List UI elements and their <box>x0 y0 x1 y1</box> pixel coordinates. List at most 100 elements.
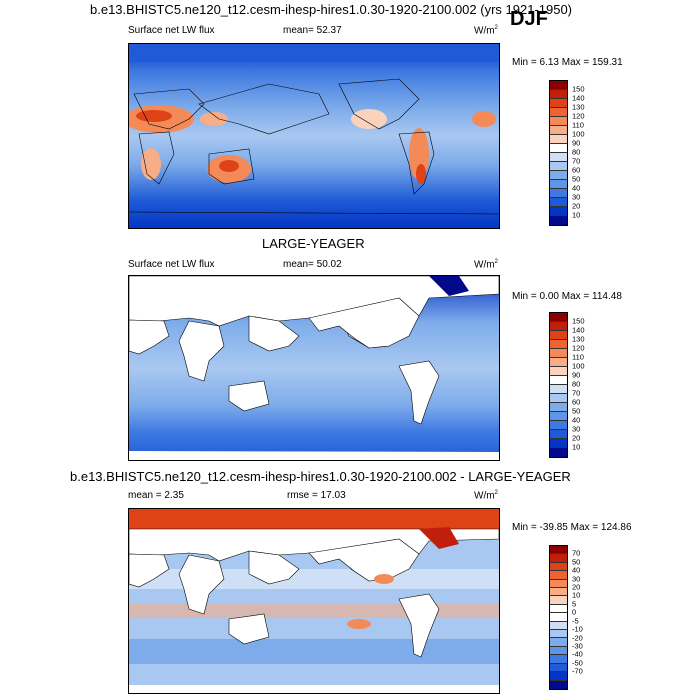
colorbar-swatch <box>550 135 567 144</box>
panel3-map-field <box>129 509 499 693</box>
panel3-map <box>128 508 500 694</box>
colorbar-tick-label: 130 <box>572 334 585 344</box>
panel2-map-field <box>129 276 499 460</box>
colorbar-swatch <box>550 376 567 385</box>
colorbar-tick-label: 50 <box>572 174 581 184</box>
colorbar-swatch <box>550 621 567 631</box>
colorbar-swatch <box>550 207 567 216</box>
colorbar-swatch <box>550 162 567 171</box>
colorbar-tick-label: 5 <box>572 599 577 609</box>
panel1-colorbar <box>549 80 568 226</box>
panel1-left-label: Surface net LW flux <box>128 25 215 36</box>
colorbar-tick-label: 90 <box>572 138 581 148</box>
colorbar-swatch <box>550 331 567 340</box>
colorbar-swatch <box>550 663 567 673</box>
colorbar-swatch <box>550 638 567 647</box>
colorbar-tick-label: 140 <box>572 93 585 103</box>
colorbar-tick-label: 120 <box>572 343 585 353</box>
panel2-title: LARGE-YEAGER <box>262 236 365 251</box>
colorbar-tick-label: 90 <box>572 370 581 380</box>
colorbar-tick-label: 10 <box>572 442 581 452</box>
panel3-left-label: mean = 2.35 <box>128 490 184 501</box>
colorbar-tick-label: 50 <box>572 406 581 416</box>
colorbar-swatch <box>550 126 567 135</box>
panel1-center-label: mean= 52.37 <box>283 25 342 36</box>
panel1-minmax: Min = 6.13 Max = 159.31 <box>512 57 623 68</box>
colorbar-swatch <box>550 655 567 664</box>
colorbar-tick-label: 70 <box>572 388 581 398</box>
panel3-center-label: rmse = 17.03 <box>287 490 346 501</box>
colorbar-tick-label: 120 <box>572 111 585 121</box>
colorbar-swatch <box>550 367 567 376</box>
colorbar-swatch <box>550 439 567 448</box>
colorbar-swatch <box>550 90 567 99</box>
panel2-units: W/m2 <box>474 259 498 271</box>
panel1-map-field <box>129 44 499 228</box>
panel3-minmax: Min = -39.85 Max = 124.86 <box>512 522 632 533</box>
colorbar-swatch <box>550 613 567 622</box>
colorbar-tick-label: -30 <box>572 641 583 651</box>
panel3-units: W/m2 <box>474 490 498 502</box>
colorbar-tick-label: -50 <box>572 658 583 668</box>
panel1-units: W/m2 <box>474 25 498 37</box>
panel1-map <box>128 43 500 229</box>
colorbar-tick-label: 80 <box>572 379 581 389</box>
colorbar-swatch <box>550 394 567 403</box>
colorbar-tick-label: -10 <box>572 624 583 634</box>
colorbar-tick-label: 40 <box>572 565 581 575</box>
colorbar-swatch <box>550 646 567 656</box>
colorbar-swatch <box>550 448 567 457</box>
colorbar-tick-label: 110 <box>572 352 584 362</box>
colorbar-tick-label: -20 <box>572 633 583 643</box>
colorbar-swatch <box>550 349 567 358</box>
colorbar-swatch <box>550 198 567 207</box>
colorbar-swatch <box>550 562 567 572</box>
colorbar-swatch <box>550 588 567 597</box>
colorbar-tick-label: 20 <box>572 433 581 443</box>
panel2-center-label: mean= 50.02 <box>283 259 342 270</box>
colorbar-tick-label: 40 <box>572 183 581 193</box>
colorbar-swatch <box>550 81 567 90</box>
colorbar-swatch <box>550 171 567 180</box>
colorbar-swatch <box>550 322 567 331</box>
colorbar-tick-label: 100 <box>572 361 585 371</box>
colorbar-tick-label: 30 <box>572 424 581 434</box>
colorbar-swatch <box>550 596 567 605</box>
panel2-map <box>128 275 500 461</box>
colorbar-tick-label: 10 <box>572 590 581 600</box>
colorbar-tick-label: 130 <box>572 102 585 112</box>
colorbar-swatch <box>550 180 567 189</box>
colorbar-tick-label: 110 <box>572 120 584 130</box>
colorbar-swatch <box>550 579 567 589</box>
colorbar-swatch <box>550 144 567 153</box>
season-label: DJF <box>510 8 548 30</box>
colorbar-tick-label: 20 <box>572 582 581 592</box>
colorbar-swatch <box>550 430 567 439</box>
colorbar-swatch <box>550 421 567 430</box>
colorbar-tick-label: 150 <box>572 316 585 326</box>
panel1-title: b.e13.BHISTC5.ne120_t12.cesm-ihesp-hires… <box>90 2 573 17</box>
colorbar-swatch <box>550 108 567 117</box>
panel3-title: b.e13.BHISTC5.ne120_t12.cesm-ihesp-hires… <box>70 469 571 484</box>
colorbar-tick-label: 150 <box>572 84 585 94</box>
colorbar-tick-label: 80 <box>572 147 581 157</box>
colorbar-tick-label: -70 <box>572 666 583 676</box>
colorbar-tick-label: 100 <box>572 129 585 139</box>
colorbar-swatch <box>550 630 567 639</box>
colorbar-swatch <box>550 554 567 563</box>
colorbar-tick-label: 20 <box>572 201 581 211</box>
colorbar-swatch <box>550 385 567 394</box>
colorbar-swatch <box>550 99 567 108</box>
colorbar-swatch <box>550 313 567 322</box>
colorbar-swatch <box>550 672 567 681</box>
colorbar-swatch <box>550 189 567 198</box>
colorbar-swatch <box>550 546 567 555</box>
colorbar-tick-label: 70 <box>572 548 581 558</box>
colorbar-swatch <box>550 571 567 580</box>
colorbar-tick-label: 30 <box>572 574 581 584</box>
colorbar-swatch <box>550 340 567 349</box>
colorbar-tick-label: 60 <box>572 397 581 407</box>
colorbar-swatch <box>550 216 567 225</box>
colorbar-swatch <box>550 680 567 689</box>
colorbar-swatch <box>550 117 567 126</box>
